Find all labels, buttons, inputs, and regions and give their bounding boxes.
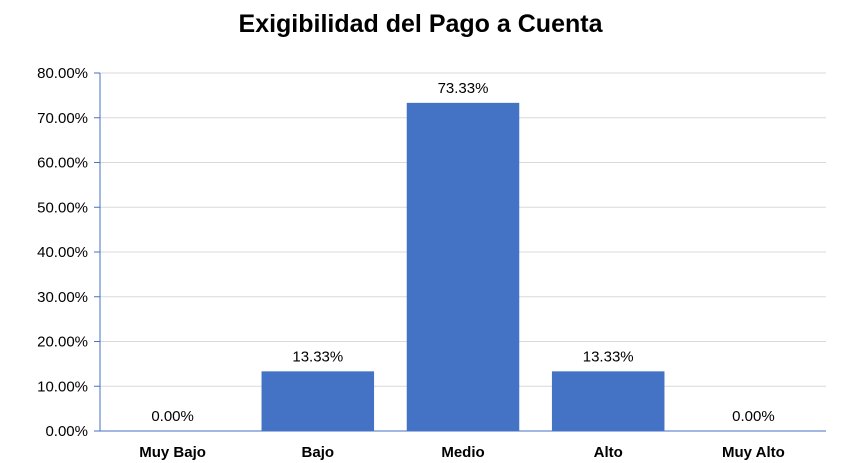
x-category-label: Medio xyxy=(441,444,484,461)
bars xyxy=(261,102,665,431)
x-category-label: Bajo xyxy=(302,444,335,461)
data-label: 13.33% xyxy=(292,348,343,365)
y-tick-label: 50.00% xyxy=(37,199,88,216)
y-tick-label: 40.00% xyxy=(37,244,88,261)
data-label: 73.33% xyxy=(438,80,489,97)
y-tick-label: 0.00% xyxy=(45,423,88,440)
data-label: 0.00% xyxy=(151,408,194,425)
y-tick-label: 30.00% xyxy=(37,289,88,306)
x-category-label: Muy Alto xyxy=(722,444,785,461)
y-tick-label: 10.00% xyxy=(37,378,88,395)
y-tick-label: 80.00% xyxy=(37,65,88,82)
bar-alto xyxy=(551,371,665,431)
bar-bajo xyxy=(261,371,375,431)
axes xyxy=(94,72,826,432)
chart-title: Exigibilidad del Pago a Cuenta xyxy=(238,10,603,38)
x-category-label: Muy Bajo xyxy=(139,444,206,461)
bar-medio xyxy=(406,102,520,431)
y-tick-label: 70.00% xyxy=(37,110,88,127)
data-label: 0.00% xyxy=(732,408,775,425)
y-tick-label: 60.00% xyxy=(37,155,88,172)
y-tick-label: 20.00% xyxy=(37,334,88,351)
data-label: 13.33% xyxy=(583,348,634,365)
labels: 0.00% 10.00% 20.00% 30.00% 40.00% 50.00% 60.00… xyxy=(37,65,785,461)
x-category-label: Alto xyxy=(594,444,623,461)
